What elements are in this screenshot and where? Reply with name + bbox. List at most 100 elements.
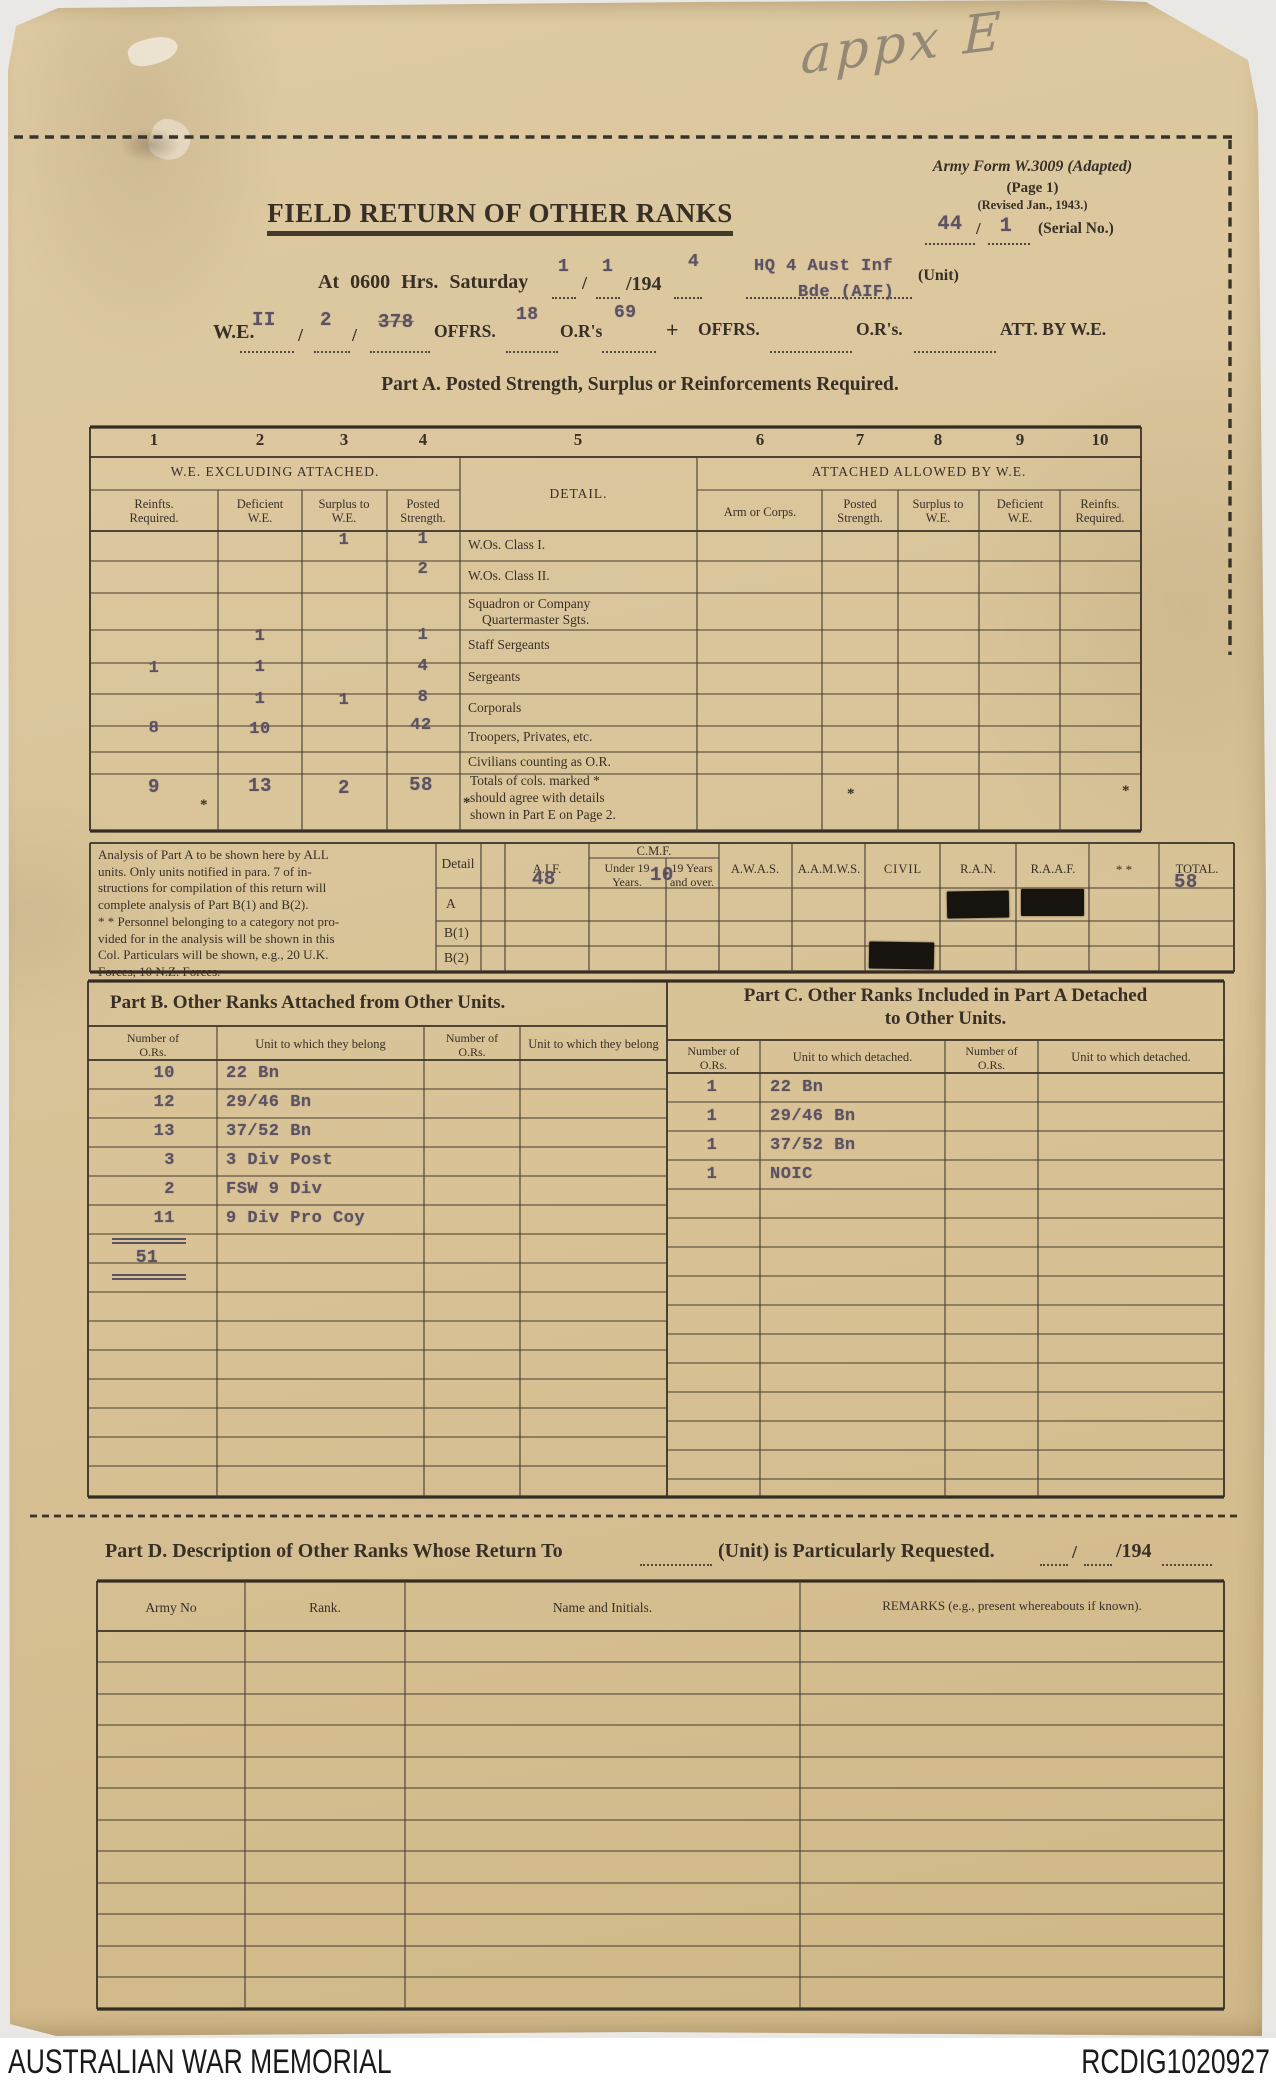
dotted-blank xyxy=(674,295,702,299)
part-b-count: 13 xyxy=(153,1122,175,1141)
part-b-count: 3 xyxy=(164,1151,175,1170)
part-c-count: 1 xyxy=(706,1107,718,1126)
serial-number-value: 44 xyxy=(937,213,963,236)
analysis-col-raaf: R.A.A.F. xyxy=(1030,862,1076,876)
asterisk-col4: * xyxy=(463,795,471,811)
dotted-blank xyxy=(914,349,996,353)
part-c-unit: 22 Bn xyxy=(770,1078,824,1097)
ors-value: 69 xyxy=(614,303,637,323)
ors-label: O.R's xyxy=(560,321,603,341)
cell-value: 1 xyxy=(254,627,266,646)
plus-sign: + xyxy=(666,317,679,342)
cell-value: 1 xyxy=(254,658,266,677)
row-label-wos-class-2: W.Os. Class II. xyxy=(468,568,550,583)
serial-label: (Serial No.) xyxy=(1038,220,1114,237)
part-b-col-unit-1: Unit to which they belong xyxy=(255,1037,386,1051)
col-header-deficient-we-att: Deficient W.E. xyxy=(996,497,1044,525)
asterisk-col10: * xyxy=(1122,783,1130,799)
form-title-text: FIELD RETURN OF OTHER RANKS xyxy=(267,198,733,236)
archive-footer-bar: AUSTRALIAN WAR MEMORIAL RCDIG1020927 xyxy=(0,2038,1276,2082)
cell-value: 1 xyxy=(148,659,160,678)
analysis-col-other: * * xyxy=(1115,862,1133,877)
part-d-date-year: /194 xyxy=(1116,1540,1152,1562)
date-year-printed: /194 xyxy=(626,273,662,295)
col-number-3: 3 xyxy=(339,430,349,449)
offrs2-label: OFFRS. xyxy=(698,319,760,339)
dotted-blank xyxy=(1040,1562,1068,1566)
dotted-blank xyxy=(1162,1562,1212,1566)
col-header-deficient-we: Deficient W.E. xyxy=(236,497,284,525)
part-c-title-line2: to Other Units. xyxy=(884,1008,1007,1029)
cell-value: 1 xyxy=(417,530,429,549)
analysis-detail-label: Detail xyxy=(441,856,475,871)
part-b-unit: FSW 9 Div xyxy=(226,1180,323,1199)
col-header-reinfts-required: Reinfts. Required. xyxy=(129,497,179,525)
analysis-col-ran: R.A.N. xyxy=(960,862,996,876)
totals-value-reinfts: 9 xyxy=(148,776,160,798)
part-c-unit: NOIC xyxy=(770,1165,813,1184)
analysis-instructions-2: * * Personnel belonging to a category no… xyxy=(98,914,340,979)
col-number-2: 2 xyxy=(255,430,265,449)
blackout-box xyxy=(868,941,935,970)
totals-note: Totals of cols. marked * should agree wi… xyxy=(470,773,616,822)
offrs-label: OFFRS. xyxy=(434,321,496,341)
cell-value: 1 xyxy=(254,690,266,709)
row-label-squadron-qm-2: Quartermaster Sgts. xyxy=(482,612,590,627)
dotted-blank xyxy=(552,295,576,299)
part-d-col-remarks: REMARKS (e.g., present whereabouts if kn… xyxy=(882,1598,1142,1613)
detail-header: DETAIL. xyxy=(549,486,608,501)
cell-value: 42 xyxy=(410,716,432,735)
date-year-value: 4 xyxy=(688,252,700,272)
dotted-blank xyxy=(370,349,430,353)
blackout-box xyxy=(946,890,1010,919)
unit-value-line2: Bde (AIF) xyxy=(798,283,895,302)
paper-stain xyxy=(120,128,180,162)
form-page-label: (Page 1) xyxy=(1006,180,1059,196)
cell-value: 8 xyxy=(148,719,160,738)
dotted-blank xyxy=(988,241,1030,245)
analysis-col-under19: Under 19 Years. xyxy=(604,861,650,889)
part-c-unit: 37/52 Bn xyxy=(770,1136,856,1155)
col-header-posted-strength-att: Posted Strength. xyxy=(837,497,883,525)
part-b-unit: 37/52 Bn xyxy=(226,1122,312,1141)
row-label-squadron-qm: Squadron or Company xyxy=(468,596,591,611)
part-c-count: 1 xyxy=(706,1136,718,1155)
part-b-col-number-of-ors-2: Number of O.Rs. xyxy=(445,1031,499,1059)
part-b-col-number-of-ors-1: Number of O.Rs. xyxy=(126,1031,180,1059)
date-day-value: 1 xyxy=(558,257,570,277)
dotted-blank xyxy=(1084,1562,1112,1566)
part-b-unit: 29/46 Bn xyxy=(226,1093,312,1112)
date-month-value: 1 xyxy=(602,257,614,277)
part-c-col-number-of-ors-1: Number of O.Rs. xyxy=(687,1044,740,1072)
totals-value-deficient: 13 xyxy=(248,775,272,797)
totals-value-surplus: 2 xyxy=(338,777,350,799)
analysis-row-b2: B(2) xyxy=(444,950,469,965)
row-label-corporals: Corporals xyxy=(468,700,522,715)
cell-value: 10 xyxy=(249,720,271,739)
part-b-count: 11 xyxy=(153,1209,175,1228)
part-b-count: 12 xyxy=(153,1093,175,1112)
part-c-col-unit-2: Unit to which detached. xyxy=(1071,1050,1191,1064)
analysis-total-value: 58 xyxy=(1174,871,1198,893)
datetime-prefix: At 0600 Hrs. Saturday xyxy=(318,271,529,293)
col-header-arm-or-corps: Arm or Corps. xyxy=(723,505,797,519)
part-b-total: 51 xyxy=(135,1248,159,1268)
band-we-excluding-attached: W.E. EXCLUDING ATTACHED. xyxy=(170,464,380,479)
part-d-col-army-no: Army No xyxy=(145,1600,197,1615)
part-d-caption-2: (Unit) is Particularly Requested. xyxy=(718,1540,995,1562)
part-d-col-name: Name and Initials. xyxy=(552,1600,653,1615)
we-label: W.E. xyxy=(213,321,255,343)
part-b-unit: 22 Bn xyxy=(226,1064,280,1083)
part-c-col-number-of-ors-2: Number of O.Rs. xyxy=(965,1044,1018,1072)
part-d-date-slash: / xyxy=(1072,1542,1078,1562)
dotted-blank xyxy=(506,349,558,353)
col-header-reinfts-required-att: Reinfts. Required. xyxy=(1075,497,1125,525)
dotted-blank xyxy=(746,295,912,299)
col-header-surplus-we: Surplus to W.E. xyxy=(318,497,370,525)
cell-value: 2 xyxy=(417,560,429,579)
serial-number-value2: 1 xyxy=(999,215,1013,238)
part-b-unit: 3 Div Post xyxy=(226,1151,334,1170)
asterisk-col7: * xyxy=(847,786,855,802)
part-b-count: 2 xyxy=(164,1180,175,1199)
